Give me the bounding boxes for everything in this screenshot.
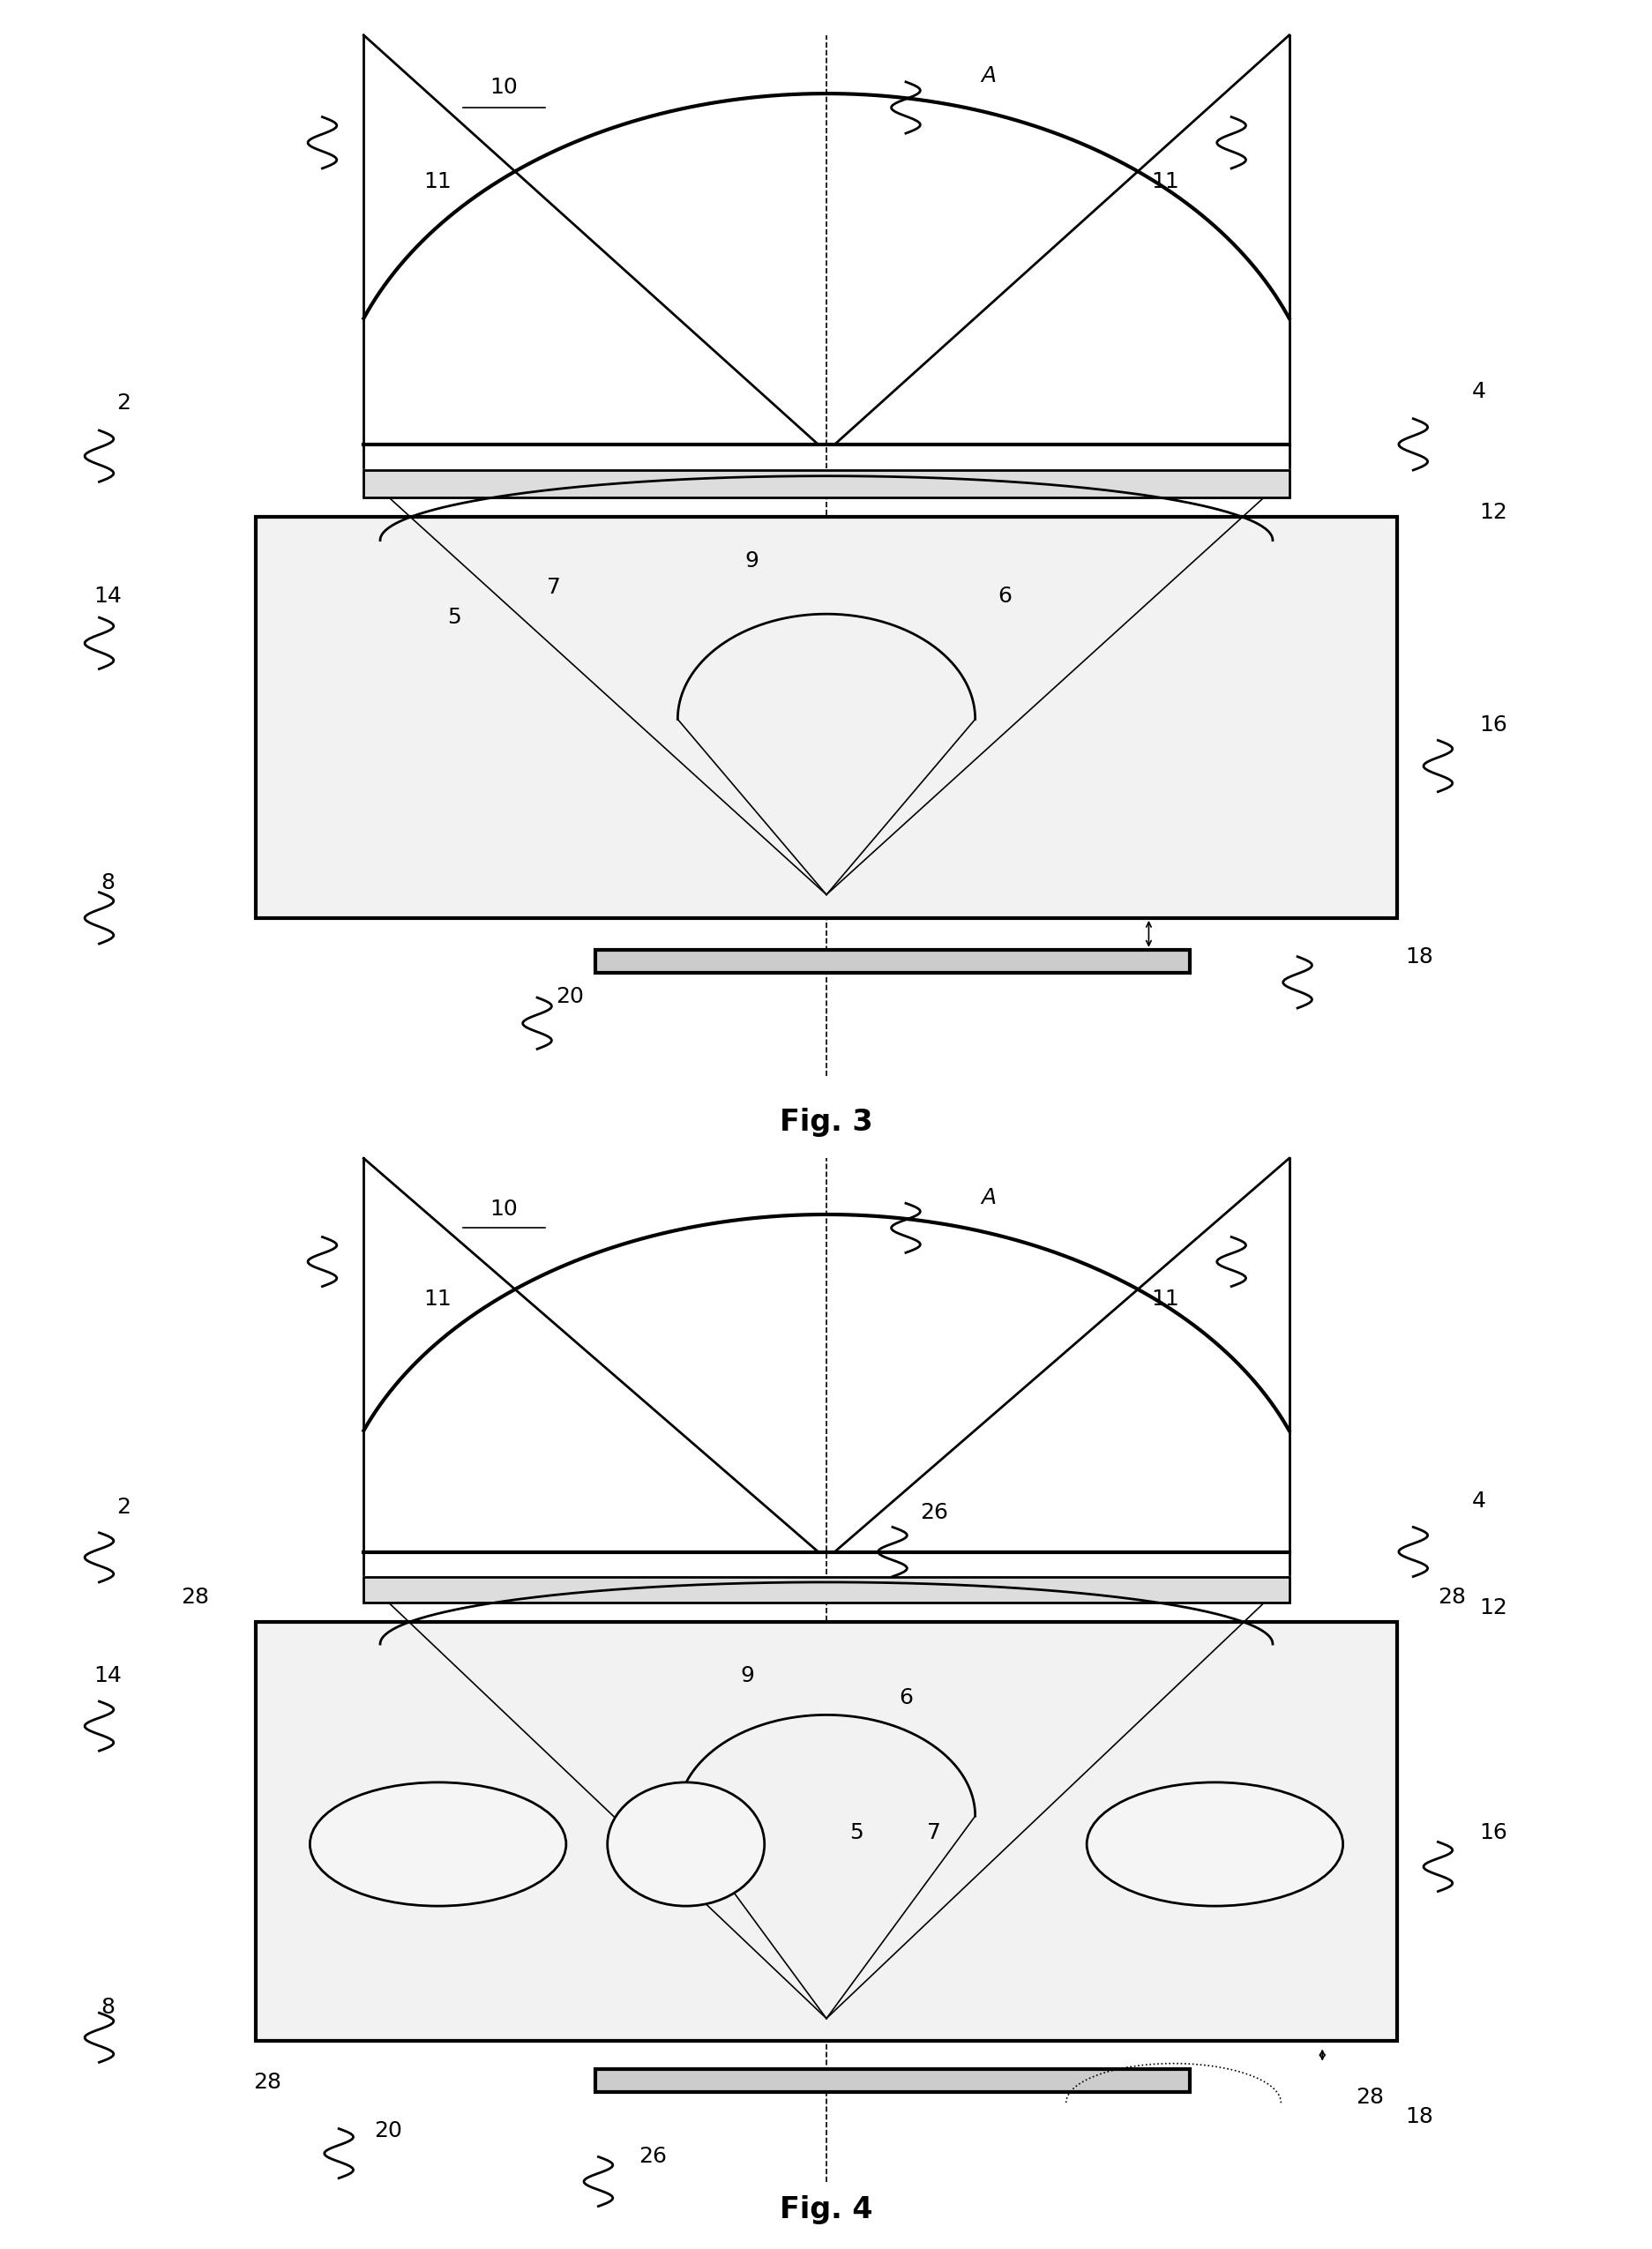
Bar bbox=[595, 949, 1189, 974]
Text: 18: 18 bbox=[1404, 2105, 1432, 2128]
Ellipse shape bbox=[608, 1781, 763, 1907]
Bar bbox=[256, 1622, 1396, 2042]
Text: 22: 22 bbox=[423, 1833, 453, 1855]
Text: 28: 28 bbox=[1437, 1586, 1465, 1608]
Text: 20: 20 bbox=[373, 2121, 403, 2141]
Text: 16: 16 bbox=[1479, 1822, 1507, 1844]
Text: 11: 11 bbox=[425, 1289, 451, 1309]
Text: 10: 10 bbox=[491, 76, 517, 99]
Text: 9: 9 bbox=[740, 1664, 753, 1687]
Text: 22: 22 bbox=[1199, 1833, 1229, 1855]
Text: 5: 5 bbox=[448, 607, 461, 627]
Text: 4: 4 bbox=[1472, 380, 1485, 403]
Text: 28: 28 bbox=[1355, 2087, 1383, 2107]
Bar bbox=[256, 517, 1396, 918]
Text: 11: 11 bbox=[1151, 171, 1178, 191]
Text: 14: 14 bbox=[93, 585, 122, 607]
Text: A: A bbox=[980, 65, 996, 88]
Bar bbox=[363, 1577, 1289, 1601]
Text: 26: 26 bbox=[638, 2146, 667, 2168]
Text: 11: 11 bbox=[425, 171, 451, 191]
Text: 12: 12 bbox=[1479, 502, 1507, 522]
Text: 8: 8 bbox=[101, 1997, 114, 2017]
Text: 18: 18 bbox=[1404, 947, 1432, 967]
Ellipse shape bbox=[1087, 1781, 1341, 1907]
Text: 8: 8 bbox=[101, 873, 114, 893]
Ellipse shape bbox=[311, 1781, 565, 1907]
Text: 6: 6 bbox=[998, 585, 1011, 607]
Text: Fig. 3: Fig. 3 bbox=[780, 1109, 872, 1138]
Text: 10: 10 bbox=[491, 1199, 517, 1219]
Bar bbox=[363, 470, 1289, 497]
Text: 11: 11 bbox=[1151, 1289, 1178, 1309]
Text: A: A bbox=[980, 1187, 996, 1208]
Text: 2: 2 bbox=[117, 1496, 131, 1518]
Text: 2: 2 bbox=[117, 394, 131, 414]
Text: 9: 9 bbox=[745, 551, 758, 571]
Text: 28: 28 bbox=[180, 1586, 210, 1608]
Text: 14: 14 bbox=[93, 1664, 122, 1687]
Text: 7: 7 bbox=[927, 1822, 940, 1844]
Text: 16: 16 bbox=[1479, 715, 1507, 735]
Text: 7: 7 bbox=[547, 576, 560, 598]
Text: 6: 6 bbox=[899, 1687, 912, 1709]
Text: Fig. 4: Fig. 4 bbox=[780, 2195, 872, 2224]
Text: 24: 24 bbox=[671, 1833, 700, 1855]
Text: 20: 20 bbox=[555, 985, 585, 1008]
Text: 4: 4 bbox=[1472, 1491, 1485, 1511]
Text: 28: 28 bbox=[253, 2071, 282, 2094]
Text: 26: 26 bbox=[919, 1502, 948, 1523]
Text: 12: 12 bbox=[1479, 1597, 1507, 1619]
Bar bbox=[595, 2069, 1189, 2092]
Text: 5: 5 bbox=[849, 1822, 862, 1844]
